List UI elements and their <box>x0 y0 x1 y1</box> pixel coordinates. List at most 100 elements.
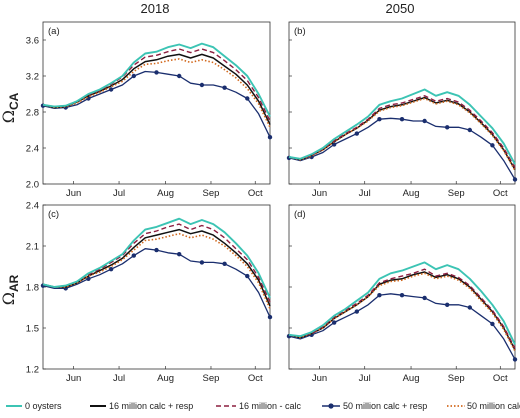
x-tick-label: Oct <box>493 188 508 199</box>
x-tick-label: Sep <box>448 188 465 199</box>
panel-label: (d) <box>294 209 306 220</box>
x-tick-label: Jun <box>312 373 327 384</box>
y-tick-label: 2.4 <box>26 144 39 155</box>
series-point <box>222 85 227 90</box>
y-tick-label: 1.2 <box>26 365 39 376</box>
series-point <box>199 260 205 265</box>
y-tick-label: 1.5 <box>26 324 39 335</box>
x-tick-label: Sep <box>203 373 220 384</box>
panel-3: (d) Jun Jul Aug Sep Oct <box>286 204 518 384</box>
panel-0: (a) 2.0 2.4 2.8 3.2 3.6 Jun Jul Aug Sep Oct <box>26 21 273 199</box>
series-point <box>490 321 495 327</box>
series-point <box>86 276 91 281</box>
series-point <box>490 143 495 148</box>
series-point <box>354 131 359 136</box>
series-line-2 <box>42 223 271 303</box>
ylabel-top-main: Ω <box>0 110 18 123</box>
y-tick-label: 2.0 <box>26 180 39 191</box>
ylabel-bottom-sub: AR <box>7 274 21 292</box>
series-point <box>177 252 182 257</box>
series-line-0 <box>288 261 516 345</box>
series-line-4 <box>288 97 516 171</box>
ylabel-bottom: ΩAR <box>0 274 21 305</box>
legend-item-0-oysters: 0 oysters <box>6 401 62 411</box>
x-tick-label: Jul <box>113 188 125 199</box>
legend-label-3: 50 million calc + resp <box>343 401 427 411</box>
y-tick-label: 3.6 <box>26 36 39 47</box>
series-line-2 <box>288 268 516 349</box>
col-title-2018: 2018 <box>141 1 170 16</box>
x-tick-label: Jul <box>113 373 125 384</box>
x-tick-label: Sep <box>203 188 220 199</box>
series-point <box>512 357 518 362</box>
series-line-3 <box>42 70 271 138</box>
series-line-0 <box>42 42 271 117</box>
legend-item-16m-no-calc: 16 million - calc <box>216 401 302 411</box>
series-line-1 <box>288 271 516 351</box>
series-point <box>154 70 159 75</box>
series-point <box>222 261 227 266</box>
series-point <box>467 127 472 133</box>
panel-frame <box>288 21 516 185</box>
y-tick-label: 1.8 <box>26 283 39 294</box>
series-point <box>445 302 450 307</box>
series-point <box>512 177 518 182</box>
series-point <box>332 320 337 325</box>
legend: 0 oysters 16 million calc + resp 16 mill… <box>0 396 520 418</box>
x-tick-label: Jul <box>359 188 371 199</box>
x-tick-label: Jun <box>66 188 81 199</box>
y-tick-label: 2.1 <box>26 242 39 253</box>
legend-item-50m-calc: 50 million calc <box>447 401 520 411</box>
svg-text:ΩCA: ΩCA <box>0 92 21 123</box>
ylabel-bottom-main: Ω <box>0 292 18 305</box>
ylabel-top: ΩCA <box>0 92 21 123</box>
legend-label-4: 50 million calc <box>467 401 520 411</box>
series-line-2 <box>42 48 271 122</box>
series-point <box>267 135 273 140</box>
series-point <box>267 314 273 320</box>
series-point <box>422 295 427 301</box>
x-tick-label: Jun <box>66 373 81 384</box>
series-point <box>245 273 250 279</box>
series-point <box>177 73 182 79</box>
legend-label-0: 0 oysters <box>25 401 62 411</box>
series-point <box>399 117 405 122</box>
legend-label-2: 16 million - calc <box>239 401 302 411</box>
panel-label: (a) <box>48 26 60 37</box>
series-line-1 <box>42 228 271 307</box>
x-tick-label: Aug <box>157 373 174 384</box>
series-point <box>377 293 382 298</box>
series-line-4 <box>42 58 271 128</box>
series-point <box>399 293 405 298</box>
x-tick-label: Aug <box>403 373 420 384</box>
series-point <box>199 82 205 88</box>
y-tick-label: 3.2 <box>26 72 39 83</box>
legend-label-1: 16 million calc + resp <box>109 401 193 411</box>
y-tick-label: 2.8 <box>26 108 39 119</box>
series-point <box>245 96 250 101</box>
panel-2: (c) 1.2 1.5 1.8 2.1 2.4 Jun Jul Aug Sep Oct <box>26 201 273 384</box>
panel-frame <box>42 21 271 185</box>
series-point <box>354 309 359 314</box>
x-tick-label: Sep <box>448 373 465 384</box>
panel-1: (b) Jun Jul Aug Sep Oct <box>286 21 518 199</box>
col-title-2050: 2050 <box>386 1 415 16</box>
x-tick-label: Aug <box>403 188 420 199</box>
series-line-2 <box>288 95 516 169</box>
series-point <box>467 305 472 310</box>
series-line-0 <box>42 217 271 299</box>
series-point <box>131 73 136 79</box>
panel-frame <box>288 204 516 370</box>
series-point <box>108 87 114 92</box>
legend-item-50m-calc-resp: 50 million calc + resp <box>322 401 427 411</box>
series-line-1 <box>288 96 516 170</box>
svg-text:ΩAR: ΩAR <box>0 274 21 305</box>
series-point <box>108 267 114 272</box>
series-point <box>422 118 427 124</box>
x-tick-label: Jun <box>312 188 327 199</box>
x-tick-label: Oct <box>493 373 508 384</box>
panel-frame <box>42 204 271 370</box>
x-tick-label: Oct <box>248 373 263 384</box>
panel-label: (b) <box>294 26 306 37</box>
